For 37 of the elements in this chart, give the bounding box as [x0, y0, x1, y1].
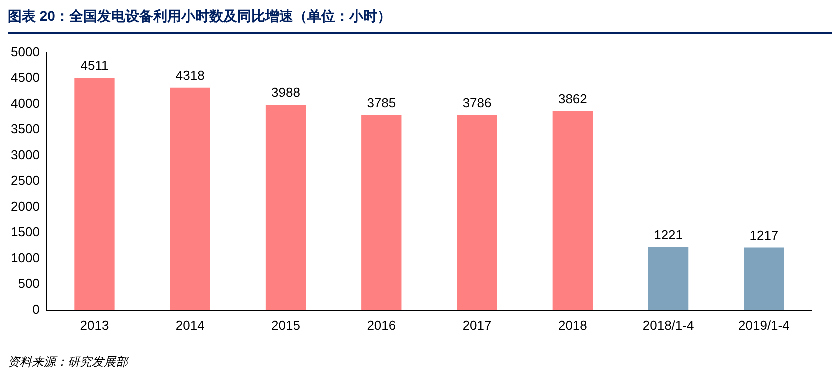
data-label: 3785 — [367, 95, 396, 110]
bar — [74, 78, 115, 310]
x-tick-label: 2016 — [367, 318, 396, 333]
x-tick-label: 2015 — [272, 318, 300, 333]
y-tick-label: 500 — [18, 276, 40, 292]
text: 资料来源：研究发展部 — [8, 354, 130, 371]
data-label: 4318 — [176, 68, 205, 84]
data-label: 1221 — [654, 228, 684, 243]
x-tick-label: 2018 — [558, 318, 588, 333]
bar — [362, 115, 402, 310]
y-tick-label: 1000 — [11, 250, 40, 266]
data-label: 3862 — [558, 92, 588, 107]
x-tick-label: 2014 — [176, 318, 205, 333]
bar — [648, 247, 689, 310]
y-tick-label: 4500 — [11, 70, 40, 86]
x-tick-label: 2018/1-4 — [642, 318, 694, 333]
y-tick-label: 1500 — [11, 224, 40, 240]
data-label: 1217 — [750, 228, 779, 243]
data-label: 3988 — [272, 85, 300, 100]
bar — [457, 115, 498, 310]
bar — [266, 104, 306, 310]
data-label: 3786 — [462, 95, 492, 110]
x-tick-label: 2019/1-4 — [738, 318, 790, 333]
bar — [744, 248, 784, 310]
y-tick-label: 4000 — [11, 96, 40, 111]
x-tick-label: 2017 — [462, 318, 492, 333]
y-tick-label: 2000 — [11, 198, 40, 214]
y-tick-label: 5000 — [11, 44, 40, 60]
x-tick-label: 2013 — [80, 318, 110, 333]
bar — [552, 111, 593, 310]
y-tick-label: 0 — [32, 302, 40, 317]
y-tick-label: 2500 — [11, 173, 40, 188]
chart-title: 图表 20：全国发电设备利用小时数及同比增速（单位：小时） — [8, 8, 392, 26]
bar — [170, 88, 210, 310]
y-tick-label: 3500 — [11, 122, 40, 137]
y-tick-label: 3000 — [11, 147, 40, 162]
data-label: 4511 — [80, 58, 109, 74]
